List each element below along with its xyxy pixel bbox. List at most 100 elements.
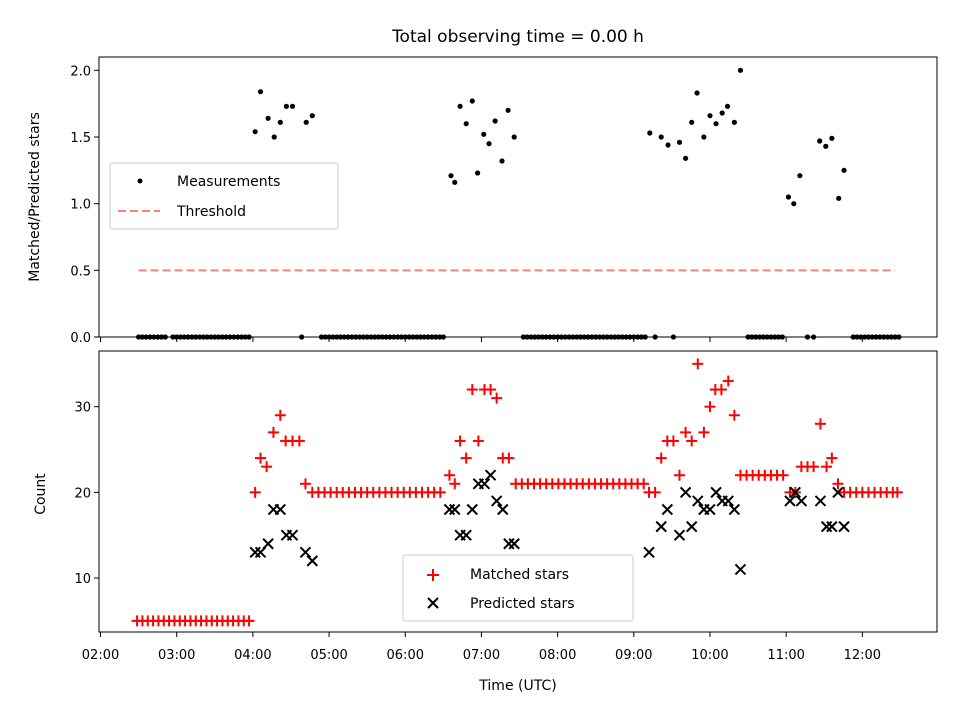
measurement-point xyxy=(724,103,731,109)
measurement-point xyxy=(475,170,481,176)
measurement-point xyxy=(277,119,283,125)
measurement-point xyxy=(658,134,664,140)
top-axes-frame xyxy=(98,56,938,338)
x-tick-label: 02:00 xyxy=(82,648,119,663)
bottom-legend: Matched stars Predicted stars xyxy=(402,554,634,622)
measurement-point xyxy=(689,119,695,125)
matched-star-point xyxy=(692,358,704,370)
measurement-point xyxy=(665,142,671,148)
measurement-point xyxy=(505,107,511,113)
bottom-panel: 10 20 30 02:00 03:00 04:00 05:00 06:00 07:00 08:… xyxy=(33,350,938,694)
predicted-star-point xyxy=(692,495,704,507)
top-y-tick-label: 1.0 xyxy=(70,198,91,213)
matched-star-point xyxy=(649,486,661,498)
measurement-point xyxy=(271,134,277,140)
matched-star-point xyxy=(826,452,838,464)
matched-star-point xyxy=(832,478,844,490)
matched-star-point xyxy=(434,486,446,498)
bottom-axes-frame xyxy=(98,350,938,633)
legend-matched-label: Matched stars xyxy=(470,567,569,583)
matched-star-point xyxy=(674,469,686,481)
matched-star-point xyxy=(449,478,461,490)
matched-star-point xyxy=(777,469,789,481)
top-y-tick-label: 0.5 xyxy=(70,264,91,279)
x-axis-label: Time (UTC) xyxy=(478,678,556,694)
matched-star-point xyxy=(454,435,466,447)
predicted-star-point xyxy=(274,503,287,516)
matched-star-point xyxy=(655,452,667,464)
legend-predicted-label: Predicted stars xyxy=(470,596,575,612)
matched-star-point xyxy=(261,461,273,473)
predicted-star-point xyxy=(734,563,747,576)
bottom-y-ticks: 10 20 30 xyxy=(74,401,99,587)
predicted-star-point xyxy=(826,520,838,533)
measurement-point xyxy=(481,131,487,137)
measurement-point xyxy=(683,155,689,161)
predicted-star-point xyxy=(838,520,850,533)
legend-measurements-label: Measurements xyxy=(177,174,280,190)
measurement-point xyxy=(797,173,803,179)
x-tick-label: 07:00 xyxy=(463,648,500,663)
predicted-star-point xyxy=(832,486,844,499)
measurement-point xyxy=(511,134,517,140)
x-tick-label: 11:00 xyxy=(767,648,804,663)
predicted-star-point xyxy=(655,520,667,533)
predicted-star-point xyxy=(728,503,741,516)
predicted-star-point xyxy=(710,486,722,499)
bottom-y-tick-label: 10 xyxy=(74,572,91,587)
legend-matched-marker xyxy=(427,569,439,581)
matched-star-point xyxy=(274,409,286,421)
measurement-point xyxy=(309,113,315,119)
predicted-star-point xyxy=(497,503,509,516)
predicted-star-point xyxy=(299,546,312,559)
x-tick-label: 06:00 xyxy=(387,648,424,663)
predicted-star-point xyxy=(484,469,497,481)
top-y-tick-label: 0.0 xyxy=(70,331,91,346)
predicted-star-point xyxy=(661,503,674,516)
legend-threshold-label: Threshold xyxy=(176,204,246,220)
measurement-point xyxy=(731,119,737,125)
matched-star-point xyxy=(243,615,255,627)
predicted-star-point xyxy=(286,529,299,541)
matched-star-point xyxy=(460,452,472,464)
bottom-legend-box xyxy=(402,554,634,622)
bottom-y-tick-label: 20 xyxy=(74,486,91,501)
measurement-point xyxy=(719,110,725,116)
matched-star-point xyxy=(255,452,267,464)
measurement-point xyxy=(737,67,744,73)
predicted-star-point xyxy=(466,503,478,516)
measurement-point xyxy=(303,119,309,125)
predicted-star-point xyxy=(704,503,716,516)
measurement-point xyxy=(283,103,290,109)
matched-star-point xyxy=(722,375,734,387)
legend-measurements-marker xyxy=(137,178,143,184)
matched-star-point xyxy=(686,435,698,447)
measurement-point xyxy=(841,167,847,173)
measurement-point xyxy=(829,135,835,141)
predicted-star-point xyxy=(508,538,520,550)
measurement-point xyxy=(836,195,842,201)
matched-star-point xyxy=(704,401,716,413)
matched-star-point xyxy=(249,486,261,498)
predicted-star-point xyxy=(449,503,461,516)
matched-star-point xyxy=(267,426,279,438)
predicted-star-point xyxy=(685,520,698,533)
top-panel: 0.00.51.01.52.0 Matched/Predicted stars … xyxy=(27,56,938,346)
bottom-data-marks xyxy=(131,358,903,627)
matched-star-point xyxy=(485,384,497,396)
top-x-ticks xyxy=(100,337,863,342)
matched-star-point xyxy=(638,478,650,490)
matched-star-point xyxy=(698,426,710,438)
measurement-point xyxy=(785,194,792,200)
x-tick-label: 04:00 xyxy=(234,648,271,663)
matched-star-point xyxy=(466,384,478,396)
predicted-star-point xyxy=(795,495,808,507)
legend-predicted-marker xyxy=(427,597,439,609)
measurement-point xyxy=(701,134,707,140)
x-tick-label: 09:00 xyxy=(615,648,652,663)
top-legend-box xyxy=(109,162,339,230)
matched-star-point xyxy=(293,435,305,447)
measurement-point xyxy=(265,115,271,121)
predicted-star-point xyxy=(679,486,692,499)
